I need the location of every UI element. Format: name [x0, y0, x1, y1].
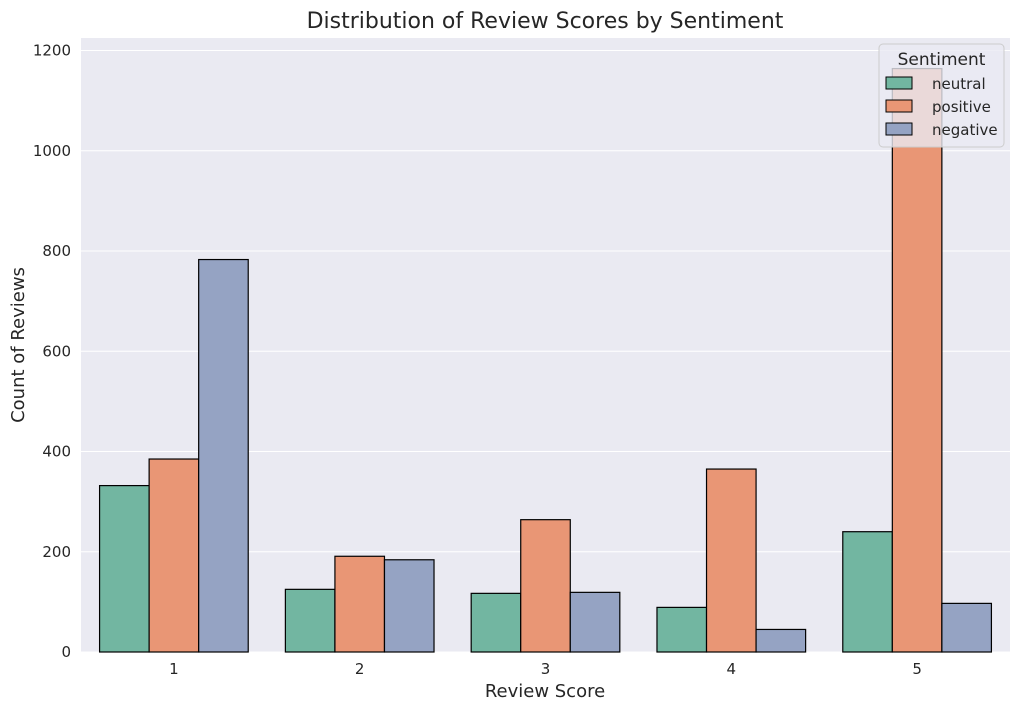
bar-negative-score-3 [569, 591, 621, 653]
bar-neutral-score-3 [470, 592, 522, 653]
y-axis-title: Count of Reviews [8, 267, 29, 423]
x-tick-label: 2 [355, 660, 365, 678]
y-tick-label: 400 [42, 443, 71, 461]
y-tick-label: 1200 [33, 42, 71, 60]
y-tick-label: 0 [61, 643, 71, 661]
bar-neutral-score-4 [656, 606, 708, 653]
chart-title: Distribution of Review Scores by Sentime… [307, 9, 784, 34]
legend-label-negative: negative [932, 121, 998, 139]
legend-swatch-negative [885, 122, 913, 136]
bar-neutral-score-1 [98, 484, 150, 653]
legend-label-positive: positive [932, 98, 991, 116]
y-tick-label: 200 [42, 543, 71, 561]
y-tick-label: 600 [42, 342, 71, 360]
bar-neutral-score-5 [842, 531, 893, 653]
bar-positive-score-1 [148, 458, 200, 653]
y-axis-ticks: 0 200 400 600 800 1000 1200 [33, 42, 71, 661]
bar-negative-score-1 [198, 258, 249, 653]
bar-neutral-score-2 [284, 588, 336, 653]
bar-positive-score-4 [705, 468, 757, 653]
legend: Sentiment neutral positive negative [878, 43, 1005, 148]
bars [98, 67, 993, 653]
legend-title: Sentiment [898, 50, 986, 70]
x-axis-ticks: 1 2 3 4 5 [169, 660, 922, 678]
y-tick-label: 800 [42, 242, 71, 260]
x-tick-label: 5 [912, 660, 922, 678]
legend-box [878, 43, 1005, 148]
x-tick-label: 3 [541, 660, 551, 678]
bar-negative-score-4 [755, 628, 807, 653]
bar-positive-score-2 [334, 555, 386, 653]
legend-label-neutral: neutral [932, 75, 986, 93]
bar-positive-score-5 [891, 67, 943, 653]
bar-negative-score-5 [941, 602, 993, 653]
bar-positive-score-3 [520, 519, 571, 653]
x-axis-title: Review Score [485, 681, 605, 702]
bar-negative-score-2 [383, 559, 435, 653]
legend-swatch-positive [885, 99, 913, 113]
legend-swatch-neutral [885, 76, 913, 90]
x-tick-label: 1 [169, 660, 179, 678]
x-tick-label: 4 [727, 660, 737, 678]
y-tick-label: 1000 [33, 142, 71, 160]
